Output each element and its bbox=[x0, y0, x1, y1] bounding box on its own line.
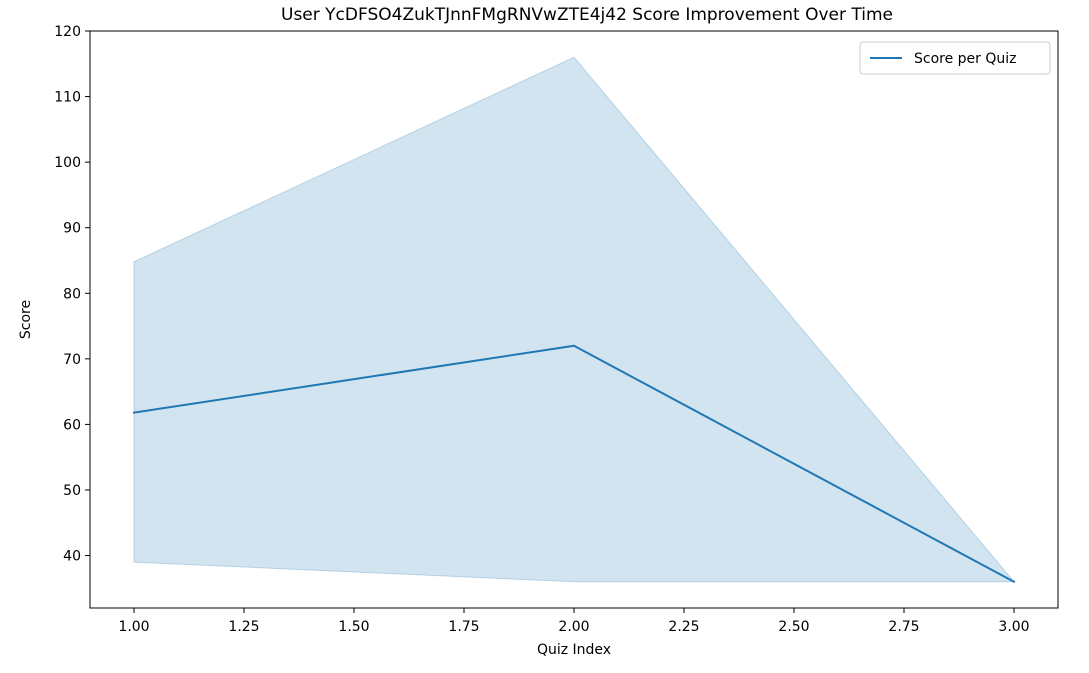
y-tick-label: 110 bbox=[54, 90, 81, 106]
legend: Score per Quiz bbox=[859, 41, 1051, 75]
y-axis-ticks: 40 50 60 70 80 90 100 110 120 bbox=[54, 24, 90, 565]
y-tick-label: 90 bbox=[63, 221, 81, 237]
confidence-band bbox=[133, 56, 1016, 583]
confidence-band-layer bbox=[133, 56, 1016, 583]
y-tick-label: 50 bbox=[63, 483, 81, 499]
x-tick-label: 1.25 bbox=[228, 619, 259, 635]
y-axis-label: Score bbox=[18, 300, 34, 339]
y-tick-label: 40 bbox=[63, 549, 81, 565]
x-axis-ticks: 1.00 1.25 1.50 1.75 2.00 2.25 2.50 2.75 3.00 bbox=[118, 608, 1030, 635]
y-tick-label: 70 bbox=[63, 352, 81, 368]
x-tick-label: 1.00 bbox=[118, 619, 149, 635]
x-axis-label: Quiz Index bbox=[537, 642, 611, 658]
chart-title: User YcDFSO4ZukTJnnFMgRNVwZTE4j42 Score … bbox=[281, 5, 893, 25]
series-line bbox=[132, 344, 1016, 584]
x-tick-label: 2.00 bbox=[558, 619, 589, 635]
legend-box bbox=[859, 41, 1051, 75]
x-tick-label: 1.50 bbox=[338, 619, 369, 635]
x-tick-label: 2.75 bbox=[888, 619, 919, 635]
y-tick-label: 60 bbox=[63, 417, 81, 433]
y-tick-label: 80 bbox=[63, 286, 81, 302]
y-tick-label: 100 bbox=[54, 155, 81, 171]
x-tick-label: 2.50 bbox=[778, 619, 809, 635]
x-tick-label: 1.75 bbox=[448, 619, 479, 635]
x-tick-label: 3.00 bbox=[998, 619, 1029, 635]
series-line-layer bbox=[132, 344, 1016, 584]
x-tick-label: 2.25 bbox=[668, 619, 699, 635]
legend-label-score-per-quiz: Score per Quiz bbox=[914, 51, 1017, 67]
y-tick-label: 120 bbox=[54, 24, 81, 40]
